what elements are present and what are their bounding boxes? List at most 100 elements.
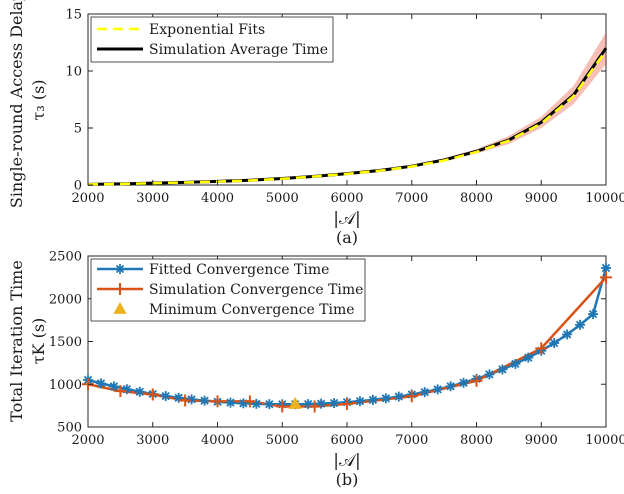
point-fitted-convergence-time [601,262,611,273]
point-fitted-convergence-time [264,399,275,410]
legend-b-swatches [97,264,143,314]
x-tick-label: 8000 [460,191,493,206]
y-ticks-a: 0 5 10 15 [65,8,606,194]
x-tick-label: 7000 [395,191,428,206]
legend-swatch-simulation-marker [114,283,126,295]
y-axis-label-b-line2: τK (s) [29,318,48,365]
point-fitted-convergence-time [393,391,404,402]
y-tick-label: 15 [65,8,82,23]
point-simulation-convergence-time [341,397,353,410]
legend-label-exponential-fits: Exponential Fits [149,22,265,38]
legend-a: Exponential Fits Simulation Average Time [90,16,334,63]
point-simulation-convergence-time [600,271,612,284]
point-fitted-convergence-time [354,396,365,407]
point-fitted-convergence-time [549,338,560,349]
x-tick-label: 6000 [330,433,363,448]
y-tick-label: 0 [74,179,82,194]
point-fitted-convergence-time [121,384,132,395]
legend-label-simulation-average-time: Simulation Average Time [149,42,328,58]
caption-b: (b) [336,470,359,489]
y-tick-label: 2500 [49,250,82,265]
legend-swatch-fitted-marker [115,264,125,274]
point-fitted-convergence-time [199,395,210,406]
x-tick-label: 4000 [201,433,234,448]
x-tick-label: 10000 [585,191,624,206]
point-fitted-convergence-time [367,394,378,405]
x-ticks-b: 2000 3000 4000 5000 6000 7000 8000 9000 10000 [71,256,624,448]
x-tick-label: 5000 [266,191,299,206]
point-simulation-convergence-time [276,400,289,413]
y-tick-label: 500 [57,421,82,436]
x-axis-label-a: |𝒜| [333,209,361,229]
x-axis-label-b: |𝒜| [333,451,361,471]
y-tick-label: 1500 [49,335,82,350]
point-fitted-convergence-time [419,387,430,398]
point-fitted-convergence-time [380,393,391,404]
point-fitted-convergence-time [497,364,508,375]
x-tick-label: 3000 [136,433,169,448]
point-fitted-convergence-time [588,309,599,320]
x-tick-label: 7000 [395,433,428,448]
x-tick-label: 4000 [201,191,234,206]
x-tick-label: 8000 [460,433,493,448]
series-lines-a [87,47,608,186]
series-line-exponential-fits [87,49,608,186]
point-minimum-convergence-time [288,396,302,409]
legend-label-fitted-convergence-time: Fitted Convergence Time [149,262,329,278]
x-tick-label: 2000 [71,191,104,206]
point-fitted-convergence-time [575,319,586,330]
y-tick-label: 5 [74,122,82,137]
x-tick-label: 5000 [266,433,299,448]
point-simulation-convergence-time [535,342,548,355]
panel-b: 2000 3000 4000 5000 6000 7000 8000 9000 10000 50… [7,250,624,490]
caption-a: (a) [336,228,358,247]
point-simulation-convergence-time [308,400,321,413]
legend-box-a [90,16,334,63]
point-fitted-convergence-time [95,378,106,389]
y-ticks-b: 500 1000 1500 2000 2500 [49,250,606,436]
point-simulation-convergence-time [146,388,159,401]
legend-label-simulation-convergence-time: Simulation Convergence Time [149,282,363,298]
point-fitted-convergence-time [108,381,119,392]
point-fitted-convergence-time [432,384,443,395]
y-tick-label: 2000 [49,292,82,307]
point-fitted-convergence-time [225,397,236,408]
point-simulation-convergence-time [211,395,224,408]
point-simulation-convergence-time [179,394,192,407]
point-fitted-convergence-time [134,386,145,397]
point-simulation-convergence-time [114,385,127,398]
point-simulation-convergence-time [243,395,256,408]
point-fitted-convergence-time [329,398,340,409]
x-tick-label: 10000 [585,433,624,448]
point-fitted-convergence-time [316,398,327,409]
x-tick-label: 3000 [136,191,169,206]
x-tick-label: 9000 [525,191,558,206]
point-fitted-convergence-time [238,398,249,409]
point-fitted-convergence-time [186,394,197,405]
y-tick-label: 10 [65,65,82,80]
point-fitted-convergence-time [445,381,456,392]
series-markers-b [82,262,612,413]
x-tick-label: 2000 [71,433,104,448]
legend-b: Fitted Convergence Time Simulation Conve… [90,258,366,322]
y-axis-label-b-line1: Total Iteration Time [7,260,26,422]
point-simulation-convergence-time [470,374,483,387]
legend-label-minimum-convergence-time: Minimum Convergence Time [149,302,355,318]
y-tick-label: 1000 [49,378,82,393]
x-ticks-a: 2000 3000 4000 5000 6000 7000 8000 9000 10000 [71,14,624,206]
point-fitted-convergence-time [510,358,521,369]
point-fitted-convergence-time [251,398,262,409]
x-tick-label: 9000 [525,433,558,448]
legend-swatch-minimum-marker [113,302,127,314]
point-fitted-convergence-time [562,329,573,340]
point-fitted-convergence-time [523,352,534,363]
x-tick-label: 6000 [330,191,363,206]
y-axis-label-a-line2: τ₃ (s) [29,79,48,120]
point-fitted-convergence-time [484,369,495,380]
point-fitted-convergence-time [458,377,469,388]
point-simulation-convergence-time [405,390,418,403]
point-fitted-convergence-time [303,399,314,410]
y-axis-label-a-line1: Single-round Access Delay [7,0,26,208]
point-fitted-convergence-time [160,391,171,402]
